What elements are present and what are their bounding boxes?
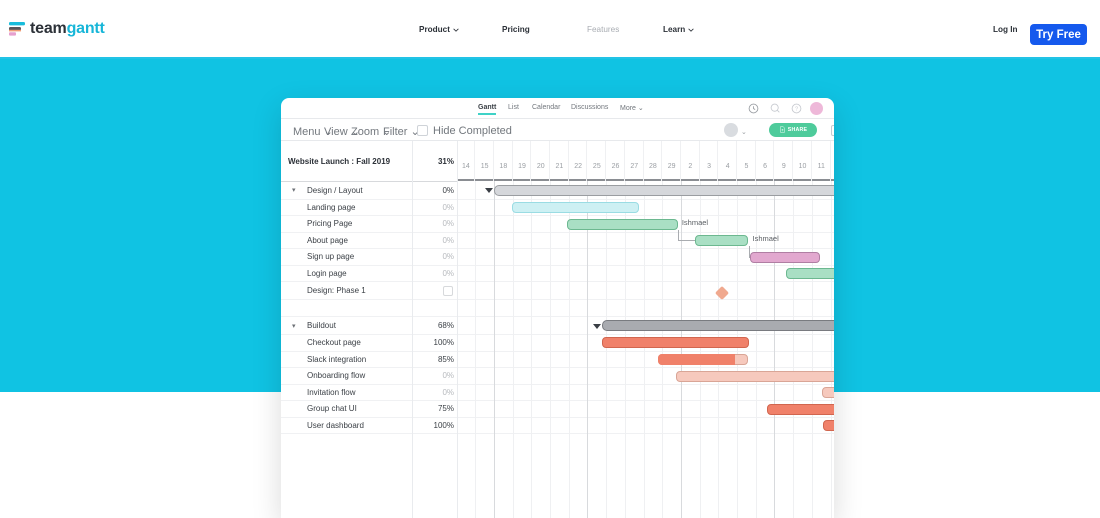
svg-text:?: ? <box>795 107 798 113</box>
